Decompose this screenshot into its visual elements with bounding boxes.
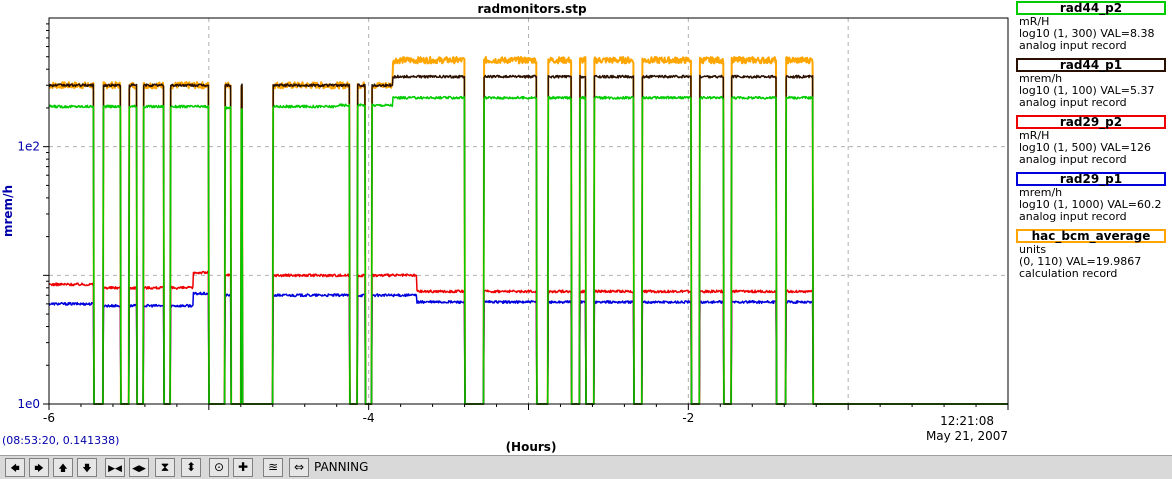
pan-down-button[interactable]: 🡇 <box>77 458 97 477</box>
legend-record-type: analog input record <box>1019 153 1127 166</box>
x-tick-label: -4 <box>363 411 375 425</box>
pan-right-icon: 🡆 <box>34 464 44 474</box>
x-end-date: May 21, 2007 <box>926 429 1008 443</box>
zoom-out-x-button[interactable]: ◀▶ <box>129 458 149 477</box>
x-axis-label: (Hours) <box>506 440 557 454</box>
legend-item-hac_bcm_average[interactable]: hac_bcm_average units (0, 110) VAL=19.9867… <box>1014 228 1172 285</box>
zoom-out-y-icon: ⬍ <box>185 460 197 474</box>
axis-layer: -6 -4 -2 1e2 1e0 <box>17 23 1009 425</box>
legend-unit: mrem/h <box>1019 72 1063 85</box>
stagger-button[interactable]: ≊ <box>263 458 283 477</box>
legend-item-rad29_p2[interactable]: rad29_p2 mR/H log10 (1, 500) VAL=126 analog… <box>1014 114 1172 171</box>
add-pv-button[interactable]: ✚ <box>233 458 253 477</box>
zoom-out-x-icon: ◀▶ <box>132 464 146 474</box>
y-axis-label: mrem/h <box>1 185 15 237</box>
legend-record-type: calculation record <box>1019 267 1118 280</box>
legend: rad44_p2 mR/H log10 (1, 300) VAL=8.38 analo… <box>1014 0 1172 285</box>
plot-area[interactable]: radmonitors.stp -6 -4 -2 1e2 1e0 mrem/h (Hou… <box>0 0 1172 455</box>
legend-unit: units <box>1019 243 1047 256</box>
legend-range: (0, 110) VAL=19.9867 <box>1019 255 1142 268</box>
y-tick-label: 1e2 <box>17 140 40 154</box>
legend-item-rad29_p1[interactable]: rad29_p1 mrem/h log10 (1, 1000) VAL=60.2 an… <box>1014 171 1172 228</box>
x-end-time: 12:21:08 <box>940 414 994 428</box>
legend-record-type: analog input record <box>1019 210 1127 223</box>
legend-item-rad44_p1[interactable]: rad44_p1 mrem/h log10 (1, 100) VAL=5.37 ana… <box>1014 57 1172 114</box>
auto-scale-button[interactable]: ⊙ <box>209 458 229 477</box>
legend-unit: mR/H <box>1019 129 1050 142</box>
legend-series-name[interactable]: hac_bcm_average <box>1016 229 1166 243</box>
legend-series-name[interactable]: rad29_p1 <box>1016 172 1166 186</box>
pan-right-button[interactable]: 🡆 <box>29 458 49 477</box>
auto-scale-icon: ⊙ <box>213 460 225 474</box>
legend-record-type: analog input record <box>1019 39 1127 52</box>
zoom-in-x-icon: ▶◀ <box>108 464 122 474</box>
x-tick-label: -6 <box>43 411 55 425</box>
pan-left-button[interactable]: 🡄 <box>5 458 25 477</box>
legend-unit: mrem/h <box>1019 186 1063 199</box>
chart-title: radmonitors.stp <box>477 2 586 16</box>
pan-mode-button[interactable]: ⇔ <box>289 458 309 477</box>
legend-record-type: analog input record <box>1019 96 1127 109</box>
pan-down-icon: 🡇 <box>82 464 92 474</box>
legend-series-name[interactable]: rad44_p1 <box>1016 58 1166 72</box>
legend-range: log10 (1, 100) VAL=5.37 <box>1019 84 1155 97</box>
zoom-in-x-button[interactable]: ▶◀ <box>105 458 125 477</box>
toolbar: PANNING 🡄 🡆 🡅 🡇 ▶◀ ◀▶ ⧗ ⬍ ⊙ ✚ ≊ ⇔ <box>0 455 1172 479</box>
add-pv-icon: ✚ <box>237 460 249 474</box>
legend-item-rad44_p2[interactable]: rad44_p2 mR/H log10 (1, 300) VAL=8.38 analo… <box>1014 0 1172 57</box>
pan-up-icon: 🡅 <box>58 464 68 474</box>
x-tick-label: -2 <box>682 411 694 425</box>
pan-up-button[interactable]: 🡅 <box>53 458 73 477</box>
legend-series-name[interactable]: rad29_p2 <box>1016 115 1166 129</box>
mode-label: PANNING <box>314 460 369 474</box>
legend-series-name[interactable]: rad44_p2 <box>1016 1 1166 15</box>
y-tick-label: 1e0 <box>17 397 40 411</box>
zoom-in-y-button[interactable]: ⧗ <box>155 458 175 477</box>
stagger-icon: ≊ <box>267 460 279 474</box>
legend-range: log10 (1, 300) VAL=8.38 <box>1019 27 1155 40</box>
cursor-readout: (08:53:20, 0.141338) <box>2 434 120 447</box>
legend-range: log10 (1, 1000) VAL=60.2 <box>1019 198 1162 211</box>
zoom-out-y-button[interactable]: ⬍ <box>181 458 201 477</box>
series-line-rad29_p2 <box>48 270 1009 405</box>
legend-range: log10 (1, 500) VAL=126 <box>1019 141 1152 154</box>
pan-mode-icon: ⇔ <box>293 460 305 474</box>
pan-left-icon: 🡄 <box>10 464 20 474</box>
legend-unit: mR/H <box>1019 15 1050 28</box>
zoom-in-y-icon: ⧗ <box>160 460 170 474</box>
